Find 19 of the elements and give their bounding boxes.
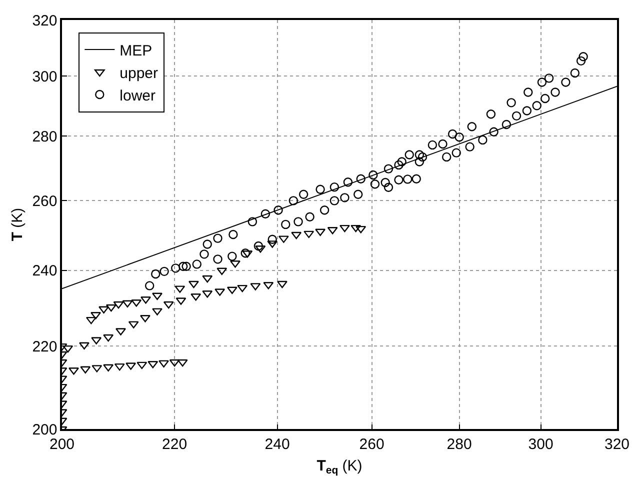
x-tick-label: 260 (359, 436, 384, 453)
y-axis-title: T (K) (8, 208, 26, 242)
x-tick-label: 300 (528, 436, 554, 453)
legend-label: upper (120, 64, 158, 82)
x-axis-title: T$_{eq}$ (K) (316, 457, 362, 476)
y-tick-label: 300 (32, 68, 58, 86)
x-tick-label: 240 (264, 436, 290, 453)
legend-label: MEP (120, 42, 152, 60)
y-tick-label: 320 (32, 12, 58, 30)
y-tick-label: 220 (32, 338, 58, 356)
x-tick-label: 220 (162, 436, 188, 453)
y-tick-label: 260 (32, 192, 58, 210)
x-tick-label: 320 (604, 436, 630, 453)
x-tick-label: 280 (446, 436, 472, 453)
y-tick-label: 280 (32, 128, 58, 146)
legend-label: lower (120, 87, 156, 104)
y-tick-label: 200 (32, 421, 58, 438)
x-tick-label: 200 (49, 436, 75, 453)
y-tick-label: 240 (32, 262, 58, 280)
